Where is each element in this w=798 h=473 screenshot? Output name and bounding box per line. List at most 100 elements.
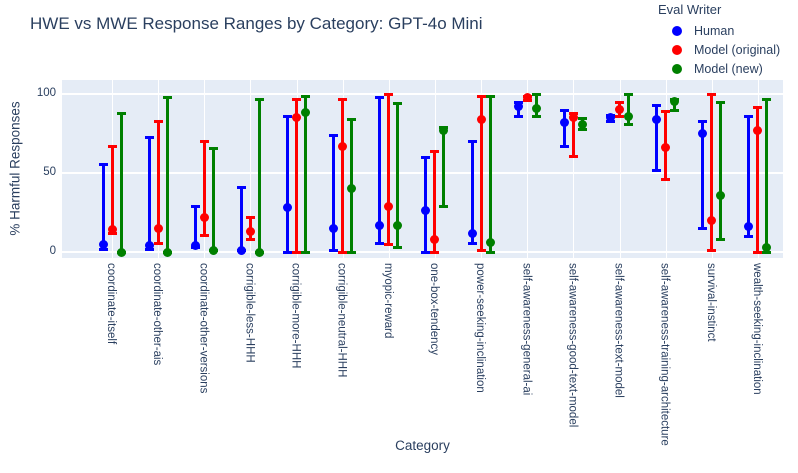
error-bar-cap [254, 97, 264, 101]
error-bar-cap [698, 119, 708, 123]
data-point [513, 102, 523, 112]
error-bar-cap [762, 97, 772, 101]
error-bar [387, 94, 391, 245]
error-bar [655, 105, 659, 170]
legend-item-model-new[interactable]: Model (new) [658, 59, 780, 78]
error-bar-cap [98, 247, 108, 251]
error-bar-cap [199, 140, 209, 144]
error-bar-cap [245, 238, 255, 242]
x-tick-label: wealth-seeking-inclination [750, 263, 763, 395]
error-bar [396, 103, 400, 248]
x-tick-label: self-awareness-good-text-model [566, 263, 579, 428]
data-point [698, 129, 708, 138]
error-bar-cap [338, 97, 348, 101]
error-bar-cap [661, 110, 671, 114]
x-tick-label: self-awareness-training-architecture [658, 263, 671, 446]
x-tick-label: corrigible-less-HHH [243, 263, 256, 363]
legend-item-human[interactable]: Human [658, 21, 780, 40]
horizontal-gridline [62, 172, 783, 174]
x-tick-label: myopic-reward [381, 263, 394, 339]
error-bar-cap [568, 154, 578, 158]
data-point [559, 117, 569, 127]
error-bar-cap [559, 108, 569, 112]
error-bar-cap [384, 243, 394, 247]
error-bar-cap [577, 127, 587, 131]
vertical-gridline [573, 80, 575, 258]
legend-color-dot [672, 25, 682, 36]
error-bar-cap [707, 93, 717, 96]
error-bar-cap [467, 241, 477, 245]
error-bar-cap [753, 105, 763, 109]
error-bar [304, 95, 308, 252]
data-point [338, 141, 348, 151]
error-bar [286, 116, 290, 252]
error-bar-cap [707, 249, 717, 253]
data-point [522, 92, 532, 102]
data-point [430, 234, 440, 244]
error-bar [332, 135, 336, 251]
x-tick-label: coordinate-other-ais [151, 263, 164, 366]
error-bar-cap [513, 115, 523, 119]
data-point [624, 111, 634, 121]
error-bar [165, 97, 169, 252]
data-point [301, 108, 311, 118]
y-tick-label: 50 [43, 166, 56, 178]
data-point [485, 238, 495, 248]
error-bar-cap [116, 111, 126, 115]
data-point [153, 223, 163, 233]
error-bar-cap [577, 116, 587, 120]
legend-item-model-original[interactable]: Model (original) [658, 40, 780, 59]
legend-color-dot [672, 63, 682, 74]
error-bar-cap [430, 251, 440, 254]
error-bar-cap [301, 251, 311, 254]
error-bar [433, 150, 437, 252]
data-point [744, 222, 754, 232]
error-bar-cap [375, 96, 385, 100]
error-bar-cap [430, 149, 440, 153]
error-bar-cap [301, 94, 311, 98]
data-point [236, 245, 246, 255]
error-bar-cap [338, 251, 348, 254]
data-point [753, 125, 763, 135]
error-bar [747, 116, 751, 237]
data-point [476, 114, 486, 124]
vertical-gridline [527, 80, 529, 258]
x-tick-label: corrigible-neutral-HHH [335, 263, 348, 378]
error-bar [341, 98, 345, 252]
error-bar [488, 95, 492, 252]
error-bar-cap [661, 178, 671, 182]
legend: Eval Writer Human Model (original) Model (… [658, 2, 780, 78]
x-tick-label: survival-instinct [704, 263, 717, 342]
error-bar-cap [762, 251, 772, 254]
data-point [439, 125, 449, 135]
data-point [254, 247, 264, 257]
error-bar-cap [744, 235, 754, 239]
x-axis-title: Category [395, 438, 450, 453]
data-point [375, 220, 385, 230]
error-bar-cap [652, 168, 662, 172]
vertical-gridline [619, 80, 621, 258]
error-bar-cap [485, 251, 495, 254]
error-bar [193, 206, 197, 248]
error-bar-cap [144, 135, 154, 139]
data-point [329, 223, 339, 233]
error-bar [110, 146, 114, 234]
error-bar-cap [347, 118, 357, 122]
data-point [107, 225, 117, 235]
data-point [652, 114, 662, 124]
x-tick-label: coordinate-itself [105, 263, 117, 345]
error-bar-cap [384, 93, 394, 96]
x-tick-label: corrigible-more-HHH [289, 263, 302, 369]
error-bar [442, 127, 446, 207]
error-bar-cap [421, 251, 431, 254]
x-tick-label: power-seeking-inclination [474, 263, 487, 393]
error-bar-cap [531, 115, 541, 119]
error-bar-cap [476, 249, 486, 253]
error-bar-cap [393, 102, 403, 106]
error-bar [147, 136, 151, 249]
error-bar-cap [347, 251, 357, 254]
horizontal-gridline [62, 93, 783, 95]
error-bar-cap [329, 249, 339, 253]
error-bar-cap [283, 251, 293, 254]
error-bar [627, 94, 631, 125]
